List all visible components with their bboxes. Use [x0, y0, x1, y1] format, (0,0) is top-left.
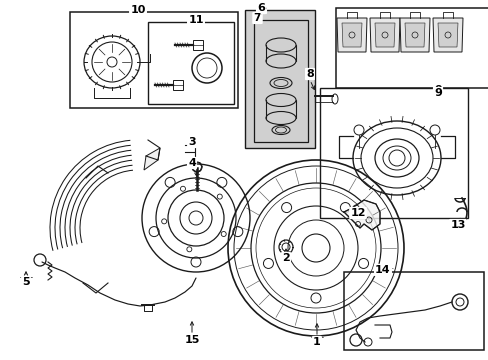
- Text: 10: 10: [130, 5, 145, 15]
- Bar: [70, 12, 238, 108]
- Text: 12: 12: [349, 208, 365, 218]
- Text: 3: 3: [188, 137, 195, 147]
- Polygon shape: [369, 18, 399, 52]
- Polygon shape: [432, 18, 462, 52]
- Text: 7: 7: [254, 13, 261, 23]
- Polygon shape: [374, 23, 394, 47]
- Polygon shape: [399, 18, 429, 52]
- Text: 8: 8: [306, 69, 313, 79]
- Text: 6: 6: [257, 3, 264, 13]
- Text: 5: 5: [22, 277, 30, 287]
- Text: 15: 15: [184, 335, 199, 345]
- Text: 9: 9: [433, 85, 441, 95]
- Polygon shape: [341, 23, 361, 47]
- Bar: [343, 272, 483, 350]
- Bar: [148, 22, 234, 104]
- Text: 1: 1: [312, 337, 320, 347]
- Polygon shape: [437, 23, 457, 47]
- Text: 8: 8: [305, 69, 313, 79]
- Text: 9: 9: [433, 88, 441, 98]
- Polygon shape: [143, 148, 160, 170]
- Bar: [244, 10, 314, 148]
- Bar: [319, 88, 467, 218]
- Bar: [335, 8, 488, 88]
- Polygon shape: [343, 200, 379, 230]
- Text: 13: 13: [449, 220, 465, 230]
- Text: 11: 11: [188, 15, 203, 25]
- Text: 14: 14: [374, 265, 390, 275]
- Text: 10: 10: [130, 5, 145, 15]
- Text: 6: 6: [258, 3, 265, 13]
- Text: 7: 7: [253, 13, 260, 23]
- Text: 14: 14: [374, 265, 390, 275]
- Bar: [173, 80, 183, 90]
- Bar: [253, 20, 307, 142]
- Polygon shape: [336, 18, 366, 52]
- Text: 11: 11: [188, 15, 203, 25]
- Polygon shape: [404, 23, 424, 47]
- Text: 2: 2: [282, 253, 289, 263]
- Bar: [193, 40, 203, 50]
- Text: 4: 4: [188, 158, 196, 168]
